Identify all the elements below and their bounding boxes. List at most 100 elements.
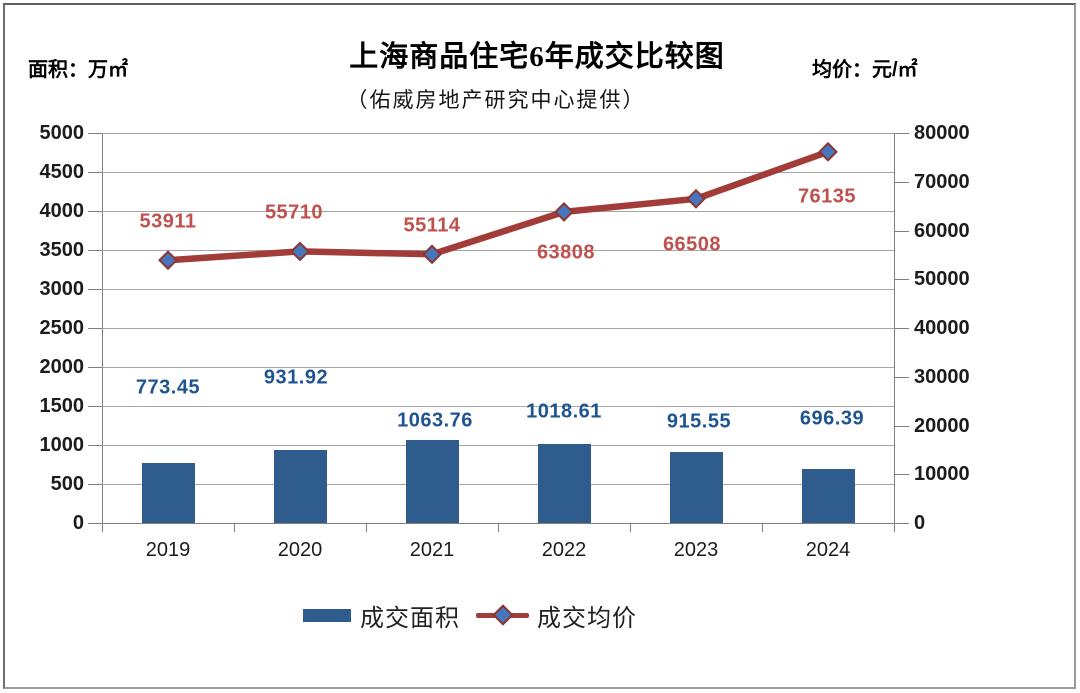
bar-value-label: 1063.76 (397, 409, 473, 432)
diamond-marker-icon (818, 141, 838, 162)
y-left-tick-label: 3500 (39, 239, 85, 261)
gridline (102, 406, 894, 407)
x-tick-mark (498, 523, 499, 532)
bar-value-label: 773.45 (135, 376, 201, 399)
chart-subtitle: （佑威房地产研究中心提供） (346, 88, 646, 112)
right-axis-unit-label: 均价：元/㎡ (812, 59, 918, 81)
y-right-tick-label: 20000 (914, 414, 970, 437)
gridline (102, 133, 894, 134)
bar (141, 462, 195, 523)
legend-label-price: 成交均价 (537, 604, 637, 632)
y-left-tick-mark (88, 367, 102, 368)
gridline (102, 484, 894, 485)
diamond-marker-icon (422, 244, 442, 265)
x-axis-label: 2024 (805, 539, 851, 561)
gridline (102, 172, 894, 173)
y-right-tick-label: 80000 (914, 122, 970, 144)
x-tick-mark (894, 523, 895, 532)
line-value-label: 66508 (662, 233, 722, 256)
x-tick-mark (762, 523, 763, 532)
gridline (102, 211, 894, 212)
y-right-tick-mark (895, 279, 909, 281)
legend-item-price: 成交均价 (472, 598, 637, 633)
y-right-tick-label: 70000 (914, 170, 970, 193)
y-right-tick-mark (895, 474, 909, 476)
legend-item-area: 成交面积 (303, 598, 460, 633)
y-left-tick-mark (88, 406, 102, 407)
right-axis-line (894, 133, 895, 524)
bar-value-label: 931.92 (263, 366, 329, 389)
y-left-tick-label: 500 (50, 473, 84, 495)
x-tick-mark (630, 523, 631, 532)
price-line (164, 148, 832, 264)
y-right-tick-label: 10000 (914, 463, 970, 486)
bar-value-label: 1018.61 (526, 400, 602, 423)
bar (669, 451, 723, 523)
line-value-label: 76135 (797, 185, 857, 208)
line-value-label: 55114 (403, 214, 461, 237)
y-left-tick-mark (88, 250, 102, 251)
y-right-tick-mark (895, 328, 909, 329)
bar-series-swatch (303, 608, 351, 622)
y-right-tick-label: 30000 (914, 365, 970, 388)
y-left-tick-label: 3000 (39, 278, 85, 300)
y-right-tick-mark (895, 181, 909, 183)
y-left-tick-label: 0 (72, 512, 84, 534)
y-left-tick-label: 1500 (39, 395, 85, 417)
x-axis-label: 2019 (145, 539, 191, 561)
y-right-tick-label: 50000 (914, 268, 970, 291)
bar (273, 450, 327, 523)
diamond-marker-icon (686, 188, 706, 209)
x-tick-mark (234, 523, 235, 532)
diamond-marker-icon (554, 202, 574, 222)
bar (537, 443, 591, 523)
line-value-label: 63808 (536, 241, 596, 264)
gridline (102, 367, 894, 368)
line-value-label: 55710 (264, 201, 324, 224)
y-left-tick-label: 1000 (39, 434, 85, 456)
y-left-tick-mark (88, 289, 102, 290)
plot-area: 773.45 931.92 1063.76 1018.61 915.55 696.39 53… (102, 133, 894, 523)
bar (405, 440, 459, 523)
y-left-tick-label: 4000 (39, 200, 85, 222)
y-left-tick-label: 2500 (39, 317, 85, 339)
gridline (102, 250, 894, 251)
x-axis-label: 2023 (673, 539, 719, 561)
y-right-tick-label: 60000 (914, 219, 970, 242)
x-axis-label: 2020 (277, 539, 323, 561)
bar (801, 468, 855, 523)
y-left-tick-mark (88, 133, 102, 134)
y-right-tick-mark (895, 523, 909, 524)
y-left-tick-mark (88, 484, 102, 485)
left-axis-unit-label: 面积：万㎡ (28, 59, 128, 81)
x-axis-label: 2022 (541, 539, 587, 561)
diamond-marker-icon (491, 604, 514, 626)
y-right-tick-mark (895, 230, 909, 232)
y-left-tick-mark (88, 172, 102, 173)
y-left-tick-label: 5000 (39, 122, 85, 144)
y-left-tick-mark (88, 211, 102, 212)
y-left-tick-label: 4500 (39, 161, 85, 183)
bar-value-label: 696.39 (799, 407, 865, 430)
y-right-tick-mark (895, 133, 909, 134)
line-series (158, 141, 838, 271)
legend: 成交面积 成交均价 (303, 598, 637, 633)
diamond-marker-icon (158, 250, 178, 271)
y-left-tick-mark (88, 328, 102, 329)
y-left-tick-mark (88, 445, 102, 446)
gridline (102, 289, 894, 290)
y-right-tick-mark (895, 425, 909, 427)
line-value-label: 53911 (139, 210, 197, 233)
y-right-tick-label: 0 (914, 512, 926, 534)
diamond-marker-icon (290, 241, 310, 262)
x-axis-label: 2021 (409, 539, 455, 561)
gridline (102, 445, 894, 446)
line-series-swatch (476, 604, 529, 626)
chart-title: 上海商品住宅6年成交比较图 (349, 41, 725, 73)
y-right-tick-mark (895, 376, 909, 378)
bar-value-label: 915.55 (666, 410, 732, 433)
gridline (102, 328, 894, 329)
legend-label-area: 成交面积 (360, 604, 460, 632)
y-right-tick-label: 40000 (914, 317, 970, 339)
